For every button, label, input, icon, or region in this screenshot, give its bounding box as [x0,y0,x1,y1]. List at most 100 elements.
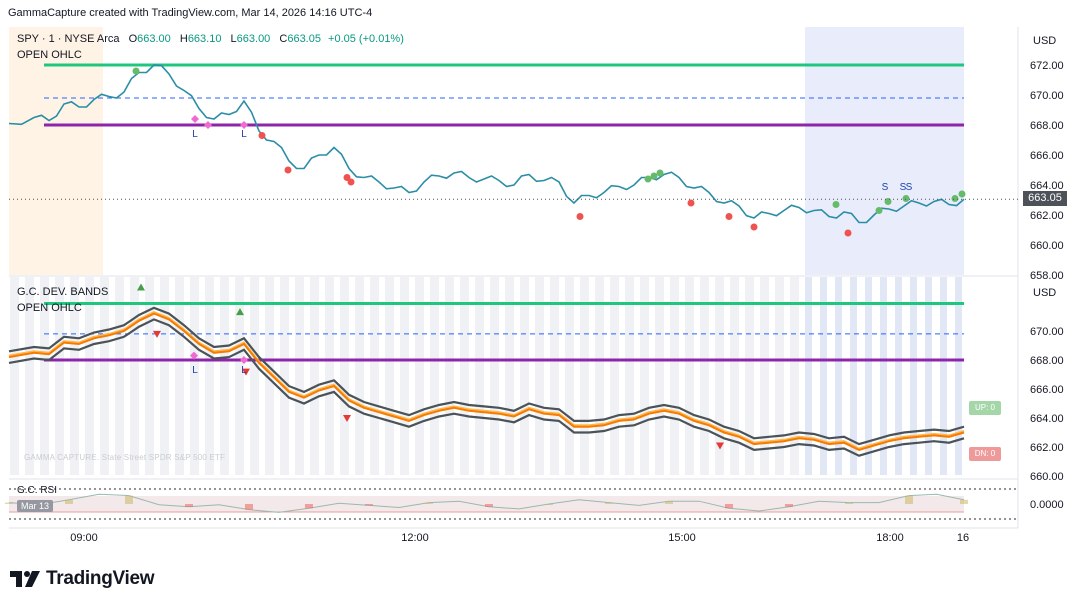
session-stripe [55,277,64,475]
session-stripe [220,277,229,475]
diamond-marker [240,356,248,364]
time-axis-tick: 15:00 [668,532,696,544]
low-key: L [230,33,237,45]
indicator-open-ohlc-top[interactable]: OPEN OHLC [17,49,82,61]
watermark: GAMMA CAPTURE. State Street SPDR S&P 500… [24,453,226,462]
session-stripe [835,277,842,475]
indicator-open-ohlc-bottom[interactable]: OPEN OHLC [17,302,82,314]
currency-label-bottom[interactable]: USD [1033,287,1057,299]
session-stripe [115,277,124,475]
down-triangle-marker [343,415,351,422]
signal-label: L [241,365,247,376]
session-stripe [520,277,529,475]
buy-signal-dot [832,201,840,208]
session-stripe [475,277,484,475]
session-stripe [430,277,439,475]
open-value: 663.00 [137,33,171,45]
session-stripe [325,277,334,475]
session-stripe [940,277,947,475]
session-stripe [310,277,319,475]
price-axis-tick: 672.00 [1030,60,1064,72]
rsi-histogram-bar [65,499,73,504]
high-value: 663.10 [187,33,222,45]
band-mid-upper-line [8,311,965,450]
rsi-histogram-bar [605,502,613,504]
low-value: 663.00 [236,33,271,45]
signal-label: S [882,182,889,193]
rsi-histogram-bar [960,499,968,504]
up-triangle-marker [137,283,145,291]
dev-bands-axis-tick: 666.00 [1030,384,1064,396]
session-stripe [850,277,857,475]
close-key: C [279,33,288,45]
signal-label: S [906,182,913,193]
buy-signal-dot [650,172,658,180]
signal-label: L [241,129,247,140]
session-stripe [10,277,19,475]
sell-signal-dot [347,178,355,186]
session-stripe [715,277,724,475]
session-stripes [10,277,962,475]
rsi-pane[interactable] [5,488,1018,520]
time-axis-tick: 12:00 [401,532,429,544]
session-stripe [415,277,424,475]
sell-signal-dot [284,166,292,174]
session-stripe [730,277,739,475]
down-triangle-marker [153,330,161,338]
axes: 672.00 670.00 668.00 666.00 664.00 662.00 660.… [70,60,1063,544]
sell-signal-dot [343,174,351,181]
buy-signal-dot [656,169,664,177]
indicator-rsi[interactable]: G.C. RSI [17,485,58,496]
last-price-badge: 663.05 [1023,191,1067,206]
session-stripe [100,277,109,475]
sell-signal-dot [258,132,266,139]
tradingview-logo-icon [10,571,40,587]
symbol-legend[interactable]: SPY · 1 · NYSE Arca O663.00 H663.10 L663… [17,33,404,45]
down-triangle-marker [716,442,724,450]
diamond-marker [204,121,212,129]
session-stripe [400,277,409,475]
change-value: +0.05 (+0.01%) [328,33,404,45]
symbol-label[interactable]: SPY · 1 · NYSE Arca [17,33,120,45]
session-stripe [460,277,469,475]
rsi-histogram-bar [785,504,793,507]
diamond-marker [191,115,199,123]
pre-market-session-top [9,27,103,275]
sell-signal-dot [576,213,584,220]
buy-signal-dot [951,195,959,202]
session-stripe [235,277,244,475]
rsi-histogram-bar [545,504,553,505]
time-axis-tick: 16 [957,532,969,544]
rsi-histogram-bar [725,504,733,509]
session-stripe [340,277,349,475]
price-axis-tick: 666.00 [1030,150,1064,162]
indicator-dev-bands[interactable]: G.C. DEV. BANDS [17,286,109,298]
session-stripe [205,277,214,475]
tradingview-logo[interactable]: TradingView [10,568,155,590]
session-stripe [670,277,679,475]
signal-label: L [192,129,198,140]
session-stripe [925,277,932,475]
session-stripe [550,277,559,475]
price-series-line [8,64,965,224]
session-stripe [610,277,619,475]
diamond-marker [240,121,248,129]
session-stripe [760,277,769,475]
price-pane[interactable]: L LS S S [8,63,1018,237]
band-mid-line [8,312,965,451]
time-axis-tick: 18:00 [876,532,904,544]
session-stripe [865,277,872,475]
currency-label-top[interactable]: USD [1033,35,1057,47]
rsi-histogram-bar [905,495,913,504]
session-stripe [145,277,154,475]
rsi-histogram-bar [485,504,493,507]
up-badge: UP: 0 [969,401,1001,415]
rsi-histogram-bar [365,504,373,506]
rsi-histogram-bar [665,501,673,504]
session-stripe [250,277,259,475]
dev-bands-axis-tick: 670.00 [1030,326,1064,338]
rsi-histogram-bar [845,502,853,504]
session-stripe [775,277,784,475]
